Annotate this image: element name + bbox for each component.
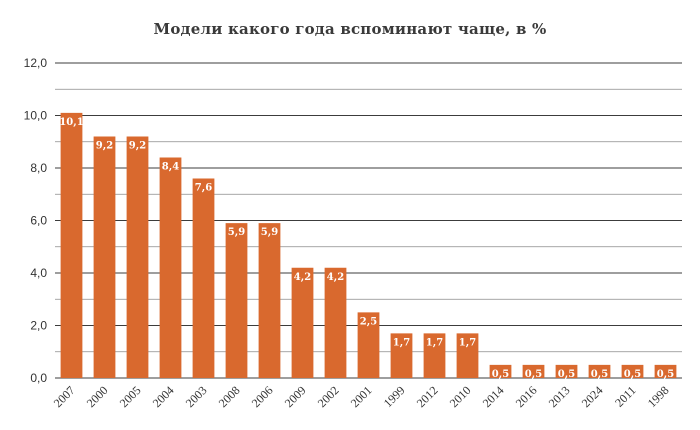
x-tick-label: 2009 (282, 383, 309, 410)
x-tick-label: 2001 (348, 383, 375, 410)
x-tick-label: 2013 (546, 383, 573, 410)
bar (390, 333, 413, 378)
x-tick-label: 2012 (414, 383, 441, 410)
bar (621, 364, 644, 378)
x-tick-label: 2006 (249, 383, 276, 410)
x-tick-label: 2004 (150, 383, 177, 410)
bar (357, 312, 380, 378)
data-label: 7,6 (195, 183, 212, 194)
data-label: 9,2 (129, 141, 146, 152)
data-label: 1,7 (393, 337, 410, 348)
data-label: 5,9 (261, 227, 278, 238)
chart-title: Модели какого года вспоминают чаще, в % (153, 20, 547, 38)
x-tick-label: 2014 (480, 383, 507, 410)
x-tick-label: 2002 (315, 383, 342, 410)
x-tick-label: 2000 (84, 383, 111, 410)
data-label: 2,5 (360, 316, 377, 327)
bar (159, 157, 182, 378)
bar (291, 267, 314, 378)
data-label: 4,2 (294, 272, 311, 283)
bar (93, 136, 116, 378)
data-label: 4,2 (327, 272, 344, 283)
x-tick-label: 2003 (183, 383, 210, 410)
x-tick-label: 1999 (381, 383, 408, 410)
bar (423, 333, 446, 378)
y-tick-label: 12,0 (24, 56, 48, 70)
data-label: 0,5 (657, 369, 674, 380)
data-label: 1,7 (459, 337, 476, 348)
x-tick-label: 2024 (579, 383, 606, 410)
data-label: 0,5 (525, 369, 542, 380)
y-tick-label: 4,0 (30, 266, 47, 280)
data-label: 9,2 (96, 141, 113, 152)
bar (60, 112, 83, 378)
data-label: 1,7 (426, 337, 443, 348)
y-tick-label: 8,0 (30, 161, 47, 175)
bar (324, 267, 347, 378)
data-label: 0,5 (558, 369, 575, 380)
bar (588, 364, 611, 378)
data-label: 8,4 (162, 162, 179, 173)
x-tick-label: 2011 (612, 383, 639, 410)
bar (489, 364, 512, 378)
data-label: 10,1 (59, 117, 83, 128)
bar (258, 223, 281, 378)
x-tick-label: 2016 (513, 383, 540, 410)
x-tick-label: 1998 (645, 383, 672, 410)
y-tick-label: 2,0 (30, 319, 47, 333)
data-label: 0,5 (591, 369, 608, 380)
y-tick-label: 6,0 (30, 214, 47, 228)
data-label: 0,5 (624, 369, 641, 380)
bar (555, 364, 578, 378)
x-tick-label: 2005 (117, 383, 144, 410)
y-tick-label: 10,0 (24, 109, 48, 123)
x-tick-label: 2007 (51, 383, 78, 410)
bar (192, 178, 215, 378)
x-tick-label: 2008 (216, 383, 243, 410)
data-label: 0,5 (492, 369, 509, 380)
x-tick-label: 2010 (447, 383, 474, 410)
bar (456, 333, 479, 378)
bar (522, 364, 545, 378)
bar (126, 136, 149, 378)
y-tick-label: 0,0 (30, 371, 47, 385)
bar (225, 223, 248, 378)
data-label: 5,9 (228, 227, 245, 238)
bar (654, 364, 677, 378)
